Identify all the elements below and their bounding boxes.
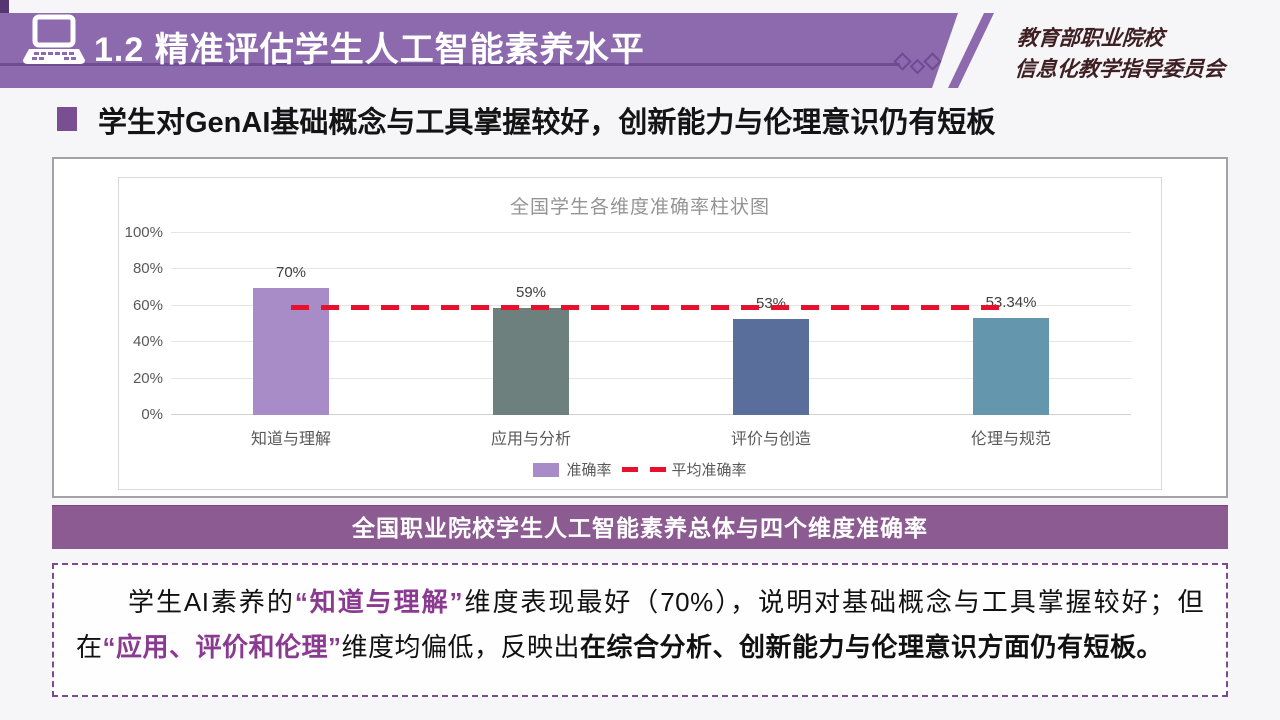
analysis-segment-normal: 维度表现最好（70%），说明对基础概念与工具掌握较好；但在 [76, 587, 1204, 662]
org-name-line2: 信息化教学指导委员会 [1014, 56, 1226, 81]
flourish-ornament-icon [896, 55, 939, 72]
header-banner: 1.2 精准评估学生人工智能素养水平 [0, 13, 958, 88]
analysis-segment-bold: 在综合分析、创新能力与伦理意识方面仍有短板。 [580, 632, 1164, 662]
headline-text: 学生对GenAI基础概念与工具掌握较好，创新能力与伦理意识仍有短板 [98, 107, 996, 139]
gridline-100 [171, 232, 1131, 233]
headline: 学生对GenAI基础概念与工具掌握较好，创新能力与伦理意识仍有短板 [57, 99, 995, 141]
chart-title: 全国学生各维度准确率柱状图 [509, 197, 770, 218]
gridline-20 [171, 377, 1131, 379]
chart-legend: 准确率 平均准确率 [119, 459, 1161, 480]
legend-label: 平均准确率 [671, 462, 747, 479]
bullet-square-icon [57, 107, 77, 131]
x-axis-label: 伦理与规范 [970, 431, 1051, 448]
banner-divider-line [0, 63, 900, 66]
analysis-segment-normal: 维度均偏低，反映出 [341, 632, 581, 662]
chart-frame: 全国学生各维度准确率柱状图 0% 20% 40% 60% 80% 100% 70% 59% 53… [118, 177, 1162, 490]
y-axis-tick-label: 40% [132, 333, 163, 351]
y-axis-tick-label: 0% [141, 406, 163, 423]
chart-caption-banner: 全国职业院校学生人工智能素养总体与四个维度准确率 [52, 505, 1228, 549]
legend-label: 准确率 [566, 462, 612, 479]
x-axis-labels: 知道与理解 应用与分析 评价与创造 伦理与规范 [171, 425, 1131, 449]
banner-accent-strip [948, 13, 994, 88]
analysis-box: 学生AI素养的“知道与理解”维度表现最好（70%），说明对基础概念与工具掌握较好… [52, 563, 1228, 697]
page-title: 1.2 精准评估学生人工智能素养水平 [94, 31, 645, 69]
org-name: 教育部职业院校 信息化教学指导委员会 [1014, 22, 1278, 84]
average-line [291, 304, 1011, 310]
bar-伦理与规范 [973, 317, 1049, 415]
y-axis-tick-label: 80% [132, 260, 163, 278]
bar-应用与分析 [493, 307, 569, 415]
analysis-text: 学生AI素养的“知道与理解”维度表现最好（70%），说明对基础概念与工具掌握较好… [76, 580, 1204, 670]
laptop-icon [23, 14, 85, 64]
analysis-segment-purple: “知道与理解” [294, 587, 464, 617]
y-axis-tick-label: 60% [132, 296, 163, 314]
gridline-40 [171, 341, 1131, 343]
gridline-0 [171, 414, 1131, 415]
analysis-segment-purple: “应用、评价和伦理” [102, 632, 342, 662]
chart-card: 全国学生各维度准确率柱状图 0% 20% 40% 60% 80% 100% 70% 59% 53… [52, 157, 1228, 498]
plot-area: 0% 20% 40% 60% 80% 100% 70% 59% 53% 53.34% [125, 224, 1131, 423]
x-axis-label: 评价与创造 [730, 431, 811, 448]
bar-评价与创造 [733, 318, 809, 415]
gridline-80 [171, 268, 1131, 270]
y-axis-tick-label: 100% [124, 224, 163, 241]
org-name-line1: 教育部职业院校 [1016, 25, 1165, 50]
legend-bar-swatch-icon [533, 462, 560, 477]
y-axis-tick-label: 20% [132, 369, 163, 387]
legend-dashed-line-icon [621, 467, 668, 472]
bar-value-label: 70% [275, 263, 307, 281]
analysis-segment-normal: 学生AI素养的 [128, 587, 295, 617]
bar-value-label: 59% [515, 283, 547, 301]
x-axis-label: 知道与理解 [250, 431, 331, 448]
x-axis-label: 应用与分析 [490, 431, 571, 448]
